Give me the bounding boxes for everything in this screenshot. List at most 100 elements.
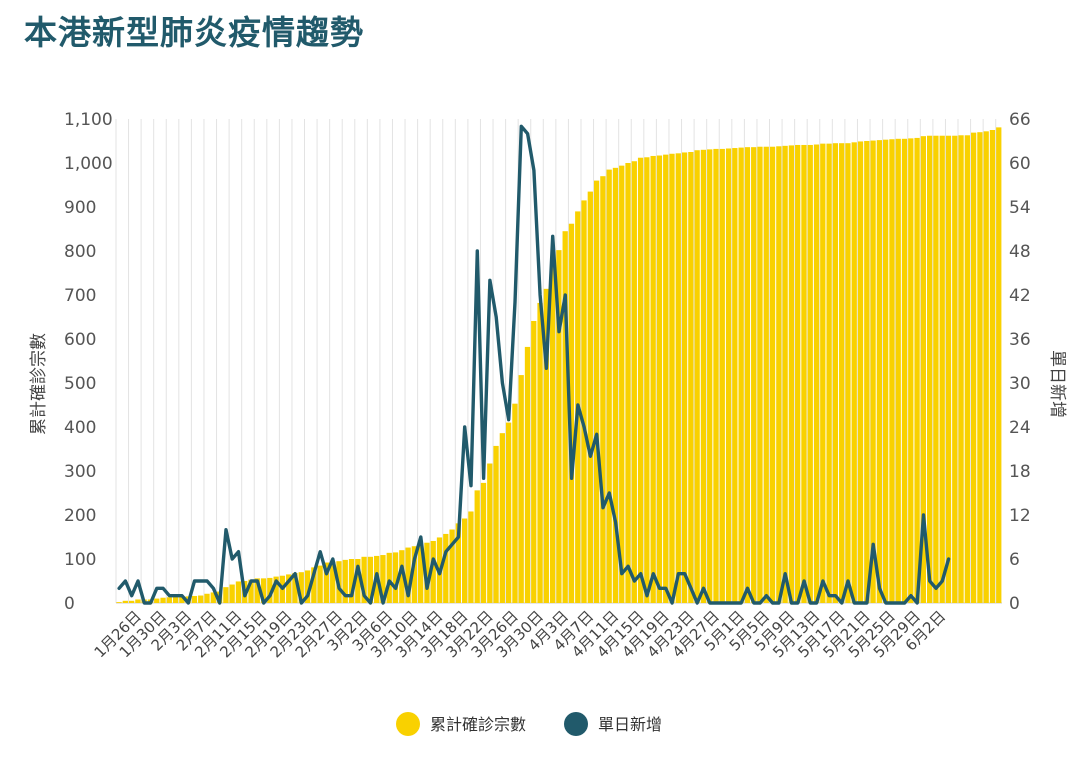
bar <box>330 561 336 603</box>
bar <box>154 598 160 603</box>
bar <box>210 592 216 603</box>
bar <box>889 139 895 604</box>
bar <box>914 137 920 604</box>
bar <box>788 145 795 603</box>
y-tick-label-left: 700 <box>64 286 96 306</box>
bar <box>487 463 493 603</box>
bar <box>116 602 122 603</box>
y-tick-label-left: 1,100 <box>64 110 113 130</box>
bar <box>323 562 330 603</box>
y-tick-label-right: 0 <box>1009 594 1020 614</box>
bar <box>751 147 757 603</box>
bar <box>179 596 185 603</box>
bar <box>952 135 958 603</box>
bar <box>826 143 832 603</box>
bar <box>267 577 273 603</box>
bar-series <box>116 127 1002 604</box>
bar <box>298 572 304 603</box>
bar <box>612 167 619 603</box>
bar <box>317 565 323 603</box>
bar <box>568 223 575 603</box>
bar <box>531 320 537 603</box>
gridlines <box>115 119 997 603</box>
bar <box>512 403 518 603</box>
y-tick-label-left: 1,000 <box>64 154 113 174</box>
y-tick-label-left: 0 <box>64 594 75 614</box>
bar <box>977 132 983 603</box>
bar <box>160 597 166 603</box>
bar <box>606 169 612 603</box>
y-tick-label-right: 36 <box>1009 330 1031 350</box>
bar <box>418 545 424 603</box>
bar <box>273 576 279 603</box>
bar <box>864 141 870 603</box>
bar <box>474 490 480 603</box>
bar <box>191 595 198 603</box>
bar <box>675 153 681 603</box>
y-tick-label-left: 800 <box>64 242 96 262</box>
bar <box>135 599 141 603</box>
bar <box>593 180 600 603</box>
bar <box>933 135 939 603</box>
bar <box>499 433 505 603</box>
bar <box>286 574 292 603</box>
y-tick-label-right: 24 <box>1009 418 1031 438</box>
bar <box>631 161 637 604</box>
bar <box>524 346 531 603</box>
bar <box>518 375 524 603</box>
bar <box>392 552 399 603</box>
bar <box>449 529 455 603</box>
bar <box>537 302 543 603</box>
bar <box>361 556 367 603</box>
bar <box>813 144 820 603</box>
y-tick-label-left: 400 <box>64 418 96 438</box>
bar <box>462 518 468 603</box>
y-tick-label-right: 54 <box>1009 198 1031 218</box>
bar <box>782 145 788 603</box>
y-axis-title-right: 單日新增 <box>1047 350 1067 418</box>
bar <box>424 542 430 603</box>
bar <box>348 559 355 603</box>
bar <box>292 573 298 603</box>
y-tick-label-left: 500 <box>64 374 96 394</box>
bar <box>430 540 436 603</box>
bar <box>644 157 650 603</box>
bar <box>989 130 996 603</box>
bar <box>480 482 487 603</box>
bar <box>386 552 392 603</box>
bar <box>342 559 348 603</box>
bar <box>776 146 782 603</box>
bar <box>807 144 813 603</box>
bar <box>600 176 606 603</box>
bar <box>166 597 172 603</box>
bar <box>700 149 707 604</box>
bar <box>172 596 179 603</box>
bar <box>304 570 311 603</box>
bar <box>908 138 914 604</box>
bar <box>248 579 254 603</box>
bar <box>128 600 135 603</box>
bar <box>832 143 839 603</box>
bar <box>851 142 857 603</box>
bar <box>688 152 694 603</box>
bar <box>637 157 644 603</box>
line-series <box>117 124 951 605</box>
bar <box>656 155 663 603</box>
y-tick-label-left: 200 <box>64 506 96 526</box>
bar <box>663 154 669 603</box>
bar <box>857 141 864 603</box>
y-tick-label-right: 48 <box>1009 242 1031 262</box>
bar <box>945 135 952 603</box>
bar <box>795 144 801 603</box>
bar <box>619 165 625 603</box>
legend: 累計確診宗數 單日新增 <box>396 712 662 736</box>
x-axis-ticks: 1月26日1月30日2月3日2月7日2月11日2月15日2月19日2月23日2月… <box>91 607 950 661</box>
bar <box>549 266 556 603</box>
bar <box>926 135 933 603</box>
bar <box>820 143 826 603</box>
bar <box>581 200 587 603</box>
bar <box>939 135 945 603</box>
bar <box>556 250 562 603</box>
bar <box>198 595 204 603</box>
bar <box>669 153 675 603</box>
